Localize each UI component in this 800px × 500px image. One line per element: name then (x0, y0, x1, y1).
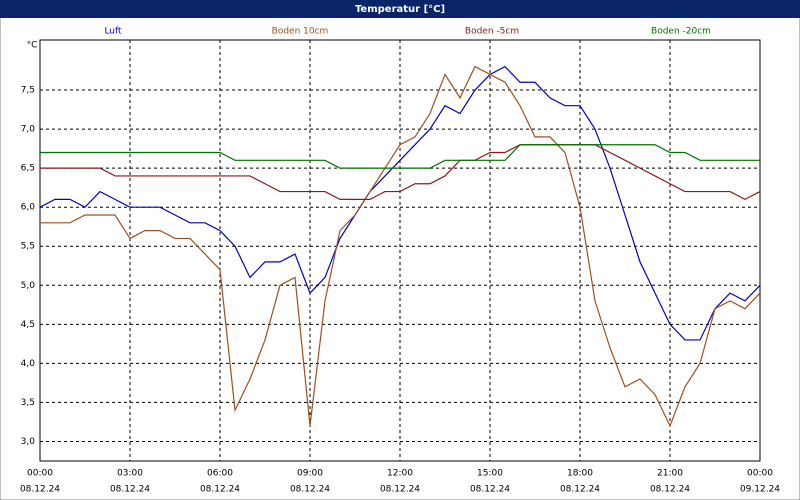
legend-label: Luft (104, 27, 122, 37)
x-tick-label: 00:00 (27, 469, 53, 479)
y-tick-label: 3,0 (21, 437, 36, 447)
x-tick-date: 08.12.24 (110, 485, 150, 495)
y-tick-label: 7,5 (21, 86, 35, 96)
x-tick-date: 08.12.24 (650, 485, 690, 495)
legend-label: Boden 10cm (272, 27, 329, 37)
legend-label: Boden -20cm (651, 27, 711, 37)
title-bar (0, 0, 800, 18)
series-line (40, 144, 760, 169)
x-tick-label: 18:00 (567, 469, 593, 479)
series-line (39, 65, 761, 341)
x-tick-date: 08.12.24 (560, 485, 600, 495)
x-tick-label: 12:00 (387, 469, 413, 479)
x-tick-date: 08.12.24 (20, 485, 60, 495)
legend-label: Boden -5cm (465, 27, 519, 37)
y-tick-label: 4,0 (21, 359, 36, 369)
y-tick-label: 6,0 (21, 203, 36, 213)
x-tick-label: 03:00 (117, 469, 143, 479)
x-tick-label: 00:00 (747, 469, 773, 479)
x-tick-date: 08.12.24 (380, 485, 420, 495)
x-tick-date: 08.12.24 (470, 485, 510, 495)
y-tick-label: 7,0 (21, 125, 36, 135)
x-tick-date: 08.12.24 (290, 485, 330, 495)
series-line (40, 65, 761, 428)
series-line (40, 144, 761, 201)
x-tick-label: 09:00 (297, 469, 323, 479)
x-tick-label: 06:00 (207, 469, 233, 479)
y-tick-label: 5,0 (21, 281, 36, 291)
x-tick-date: 08.12.24 (200, 485, 240, 495)
x-tick-label: 15:00 (477, 469, 503, 479)
y-tick-label: 5,5 (21, 242, 35, 252)
x-tick-label: 21:00 (657, 469, 683, 479)
y-axis-label: °C (27, 41, 38, 51)
chart-title: Temperatur [°C] (355, 4, 445, 15)
x-tick-date: 09.12.24 (740, 485, 780, 495)
y-tick-label: 3,5 (21, 398, 35, 408)
y-tick-label: 4,5 (21, 320, 35, 330)
y-tick-label: 6,5 (21, 164, 35, 174)
